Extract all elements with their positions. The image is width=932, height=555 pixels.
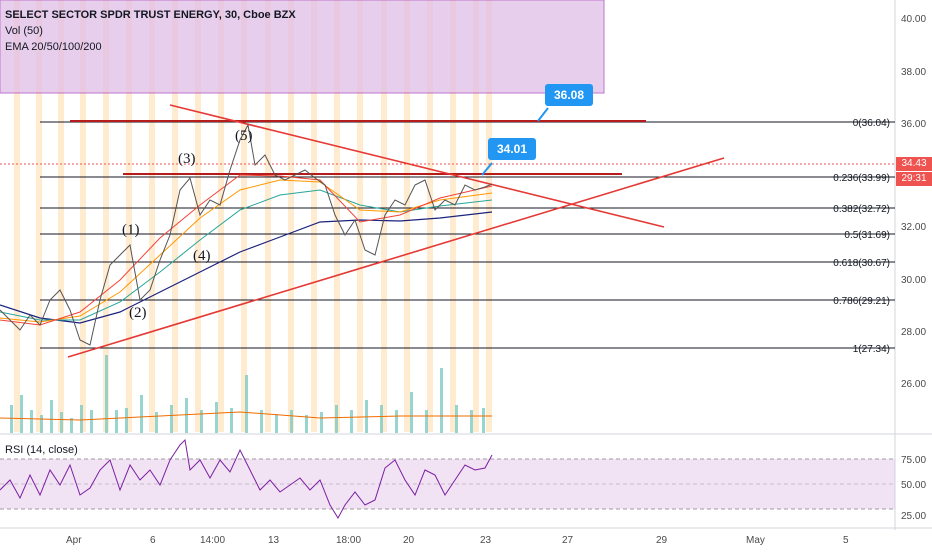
rsi-indicator-label[interactable]: RSI (14, close) xyxy=(5,444,78,456)
wave-label-5: (5) xyxy=(235,128,253,144)
time-tick-20: 20 xyxy=(403,535,415,546)
price-line xyxy=(0,123,493,346)
time-tick-29: 29 xyxy=(656,535,668,546)
time-tick-23: 23 xyxy=(480,535,492,546)
wave-label-4: (4) xyxy=(193,248,211,264)
volume-ma-line xyxy=(0,411,492,421)
fib-label-0786: 0.786(29.21) xyxy=(833,296,890,307)
callout-pointer-upper xyxy=(537,107,549,122)
fib-label-0236: 0.236(33.99) xyxy=(833,173,890,184)
time-tick-6: 6 xyxy=(150,535,156,546)
wave-label-3: (3) xyxy=(178,151,196,167)
wave-label-2: (2) xyxy=(129,305,147,321)
session-stripes xyxy=(14,0,492,432)
rsi-tick-50: 50.00 xyxy=(901,480,926,491)
ema-200-line xyxy=(0,211,493,324)
rsi-tick-75: 75.00 xyxy=(901,455,926,466)
time-tick-5: 5 xyxy=(843,535,849,546)
price-tick-36: 36.00 xyxy=(901,119,926,130)
ema-20-line xyxy=(0,174,493,326)
fib-label-0618: 0.618(30.67) xyxy=(833,258,890,269)
time-tick-apr: Apr xyxy=(66,535,82,546)
symbol-title[interactable]: SELECT SECTOR SPDR TRUST ENERGY, 30, Cbo… xyxy=(5,9,296,21)
price-tick-28: 28.00 xyxy=(901,327,926,338)
rsi-tick-25: 25.00 xyxy=(901,511,926,522)
fib-label-0382: 0.382(32.72) xyxy=(833,204,890,215)
time-tick-27: 27 xyxy=(562,535,574,546)
time-tick-may: May xyxy=(746,535,765,546)
trendline-descending[interactable] xyxy=(169,104,665,228)
fib-label-05: 0.5(31.69) xyxy=(844,230,890,241)
fib-label-0: 0(36.04) xyxy=(853,118,890,129)
time-tick-13: 13 xyxy=(268,535,280,546)
callout-pointer-lower xyxy=(481,162,493,176)
highlight-box[interactable] xyxy=(0,0,605,94)
price-tick-30: 30.00 xyxy=(901,275,926,286)
time-tick-1800: 18:00 xyxy=(336,535,361,546)
price-tick-38: 38.00 xyxy=(901,67,926,78)
price-tick-26: 26.00 xyxy=(901,379,926,390)
current-price-tag: 34.43 xyxy=(896,157,932,171)
price-tick-32: 32.00 xyxy=(901,222,926,233)
ema-50-line xyxy=(0,179,493,323)
trendline-ascending[interactable] xyxy=(67,157,725,358)
rsi-line xyxy=(0,438,493,520)
fib-label-1: 1(27.34) xyxy=(853,344,890,355)
volume-indicator-label[interactable]: Vol (50) xyxy=(5,25,43,37)
price-tick-40: 40.00 xyxy=(901,14,926,25)
ema-indicator-label[interactable]: EMA 20/50/100/200 xyxy=(5,41,102,53)
callout-lower[interactable]: 34.01 xyxy=(488,138,537,160)
callout-upper[interactable]: 36.08 xyxy=(545,84,594,106)
wave-label-1: (1) xyxy=(122,222,140,238)
countdown-tag: 29:31 xyxy=(896,172,932,186)
time-tick-1400: 14:00 xyxy=(200,535,225,546)
